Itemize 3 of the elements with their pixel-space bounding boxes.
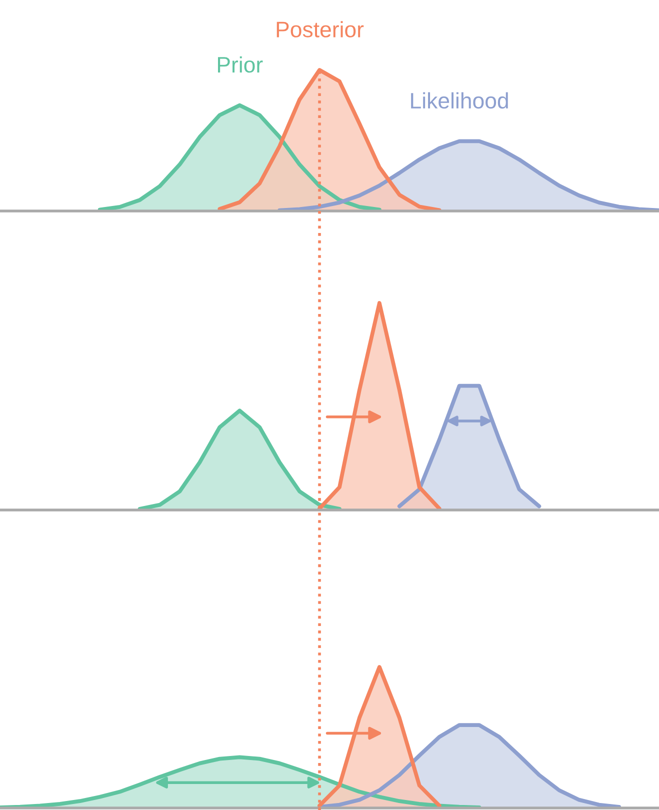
series-label: Likelihood (411, 92, 508, 109)
series-label: Prior (218, 56, 263, 73)
series-label: Posterior (276, 21, 364, 38)
